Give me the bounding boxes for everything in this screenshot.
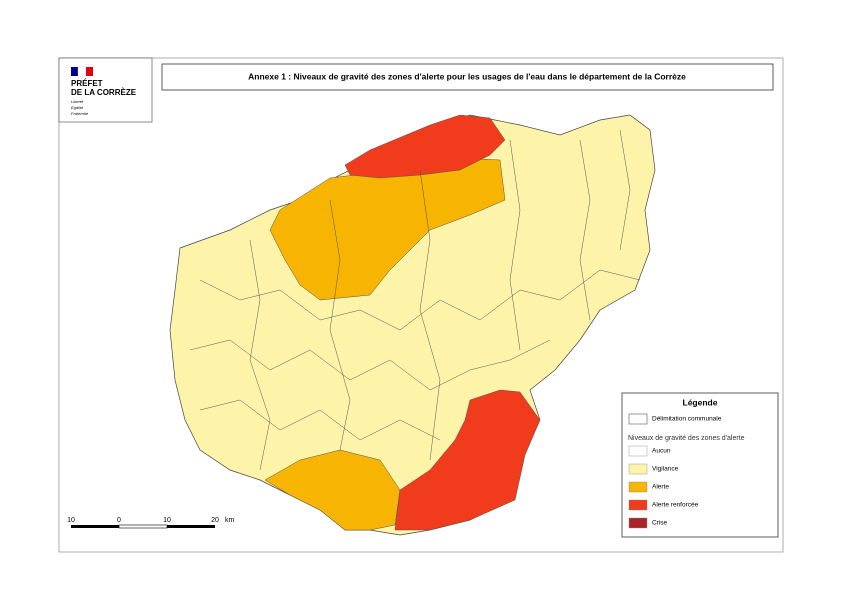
scale-segment (118, 524, 168, 529)
motto: Fraternité (71, 111, 89, 116)
scale-bar: 10 0 10 20 km (67, 517, 235, 529)
legend-swatch (628, 517, 648, 529)
legend-swatch (628, 481, 648, 493)
scale-label: 10 (163, 517, 171, 524)
motto: Égalité (71, 105, 84, 110)
legend-label: Alerte renforcée (652, 502, 699, 509)
legend-label: Vigilance (652, 466, 679, 473)
scale-label: 0 (117, 517, 121, 524)
scale-segment (71, 525, 119, 528)
zone-alerte (264, 449, 401, 531)
legend-label: Alerte (652, 484, 669, 491)
legend-title: Légende (683, 397, 718, 407)
scale-label: 10 (67, 517, 75, 524)
legend-swatch (628, 463, 648, 475)
frame (58, 57, 784, 553)
legend-swatch (628, 445, 648, 457)
scale-segment (167, 525, 215, 528)
flag-white (77, 66, 87, 77)
legend-swatch (628, 413, 648, 425)
title: Annexe 1 : Niveaux de gravité des zones … (248, 71, 686, 81)
legend-box (621, 392, 779, 538)
commune-boundaries (189, 129, 641, 471)
scale-label: 20 (211, 517, 219, 524)
scale-unit: km (225, 517, 235, 524)
legend: Légende Délimitation communale Niveaux d… (621, 392, 779, 538)
legend-subtitle: Niveaux de gravité des zones d'alerte (628, 435, 745, 442)
zone-alerte-renforcee (344, 114, 506, 179)
logo-text: PRÉFET (71, 79, 103, 88)
legend-label: Délimitation communale (652, 416, 722, 423)
flag-blue (71, 67, 78, 76)
department-map (169, 114, 656, 536)
motto: Liberté (71, 99, 84, 104)
legend-label: Crise (652, 520, 668, 527)
logo-text: DE LA CORRÈZE (71, 88, 137, 97)
title-box (161, 63, 774, 91)
legend-swatch (628, 499, 648, 511)
flag-red (86, 67, 93, 76)
zone-alerte-renforcee (394, 389, 541, 531)
legend-label: Aucun (652, 448, 671, 455)
